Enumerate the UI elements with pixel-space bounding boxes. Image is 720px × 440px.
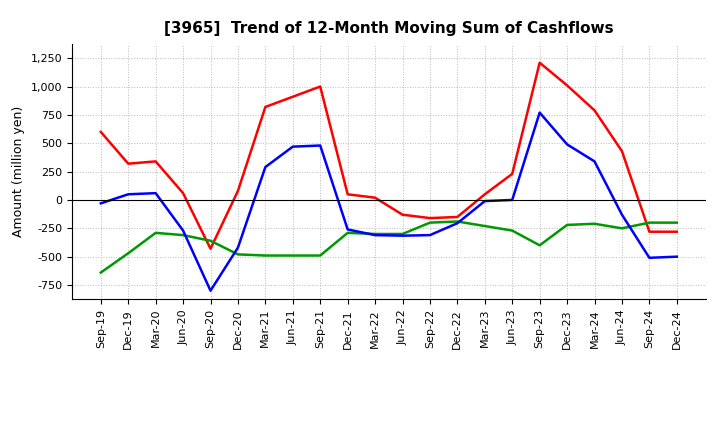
Operating Cashflow [289, 94, 297, 99]
Operating Cashflow [179, 191, 187, 196]
Operating Cashflow [645, 229, 654, 235]
Investing Cashflow [289, 253, 297, 258]
Y-axis label: Amount (million yen): Amount (million yen) [12, 106, 25, 237]
Free Cashflow [480, 198, 489, 204]
Operating Cashflow [151, 159, 160, 164]
Free Cashflow [508, 197, 516, 202]
Free Cashflow [371, 232, 379, 238]
Operating Cashflow [96, 129, 105, 135]
Operating Cashflow [453, 214, 462, 220]
Investing Cashflow [618, 226, 626, 231]
Investing Cashflow [316, 253, 325, 258]
Operating Cashflow [233, 188, 242, 194]
Operating Cashflow [206, 246, 215, 251]
Operating Cashflow [508, 171, 516, 176]
Operating Cashflow [371, 195, 379, 200]
Free Cashflow [151, 191, 160, 196]
Operating Cashflow [563, 83, 572, 88]
Free Cashflow [96, 201, 105, 206]
Free Cashflow [536, 110, 544, 115]
Free Cashflow [233, 245, 242, 250]
Operating Cashflow [426, 216, 434, 221]
Investing Cashflow [453, 219, 462, 224]
Free Cashflow [453, 220, 462, 226]
Operating Cashflow [261, 104, 270, 110]
Investing Cashflow [645, 220, 654, 225]
Free Cashflow [206, 288, 215, 293]
Operating Cashflow [124, 161, 132, 166]
Operating Cashflow [316, 84, 325, 89]
Investing Cashflow [261, 253, 270, 258]
Free Cashflow [179, 228, 187, 233]
Operating Cashflow [343, 192, 352, 197]
Line: Investing Cashflow: Investing Cashflow [101, 221, 677, 272]
Investing Cashflow [672, 220, 681, 225]
Investing Cashflow [508, 228, 516, 233]
Operating Cashflow [672, 229, 681, 235]
Free Cashflow [645, 255, 654, 260]
Free Cashflow [289, 144, 297, 149]
Investing Cashflow [398, 231, 407, 237]
Free Cashflow [590, 159, 599, 164]
Free Cashflow [563, 142, 572, 147]
Free Cashflow [398, 233, 407, 238]
Investing Cashflow [371, 231, 379, 237]
Free Cashflow [426, 232, 434, 238]
Operating Cashflow [398, 212, 407, 217]
Investing Cashflow [151, 230, 160, 235]
Operating Cashflow [590, 108, 599, 113]
Investing Cashflow [179, 232, 187, 238]
Investing Cashflow [590, 221, 599, 227]
Investing Cashflow [124, 251, 132, 256]
Line: Free Cashflow: Free Cashflow [101, 113, 677, 291]
Investing Cashflow [536, 243, 544, 248]
Free Cashflow [261, 165, 270, 170]
Operating Cashflow [536, 60, 544, 66]
Investing Cashflow [96, 270, 105, 275]
Investing Cashflow [233, 252, 242, 257]
Free Cashflow [618, 212, 626, 217]
Free Cashflow [316, 143, 325, 148]
Investing Cashflow [343, 230, 352, 235]
Free Cashflow [124, 192, 132, 197]
Free Cashflow [672, 254, 681, 259]
Investing Cashflow [426, 220, 434, 225]
Investing Cashflow [206, 238, 215, 243]
Operating Cashflow [480, 192, 489, 197]
Line: Operating Cashflow: Operating Cashflow [101, 63, 677, 249]
Title: [3965]  Trend of 12-Month Moving Sum of Cashflows: [3965] Trend of 12-Month Moving Sum of C… [164, 21, 613, 36]
Operating Cashflow [618, 149, 626, 154]
Free Cashflow [343, 227, 352, 232]
Investing Cashflow [563, 222, 572, 227]
Investing Cashflow [480, 224, 489, 229]
